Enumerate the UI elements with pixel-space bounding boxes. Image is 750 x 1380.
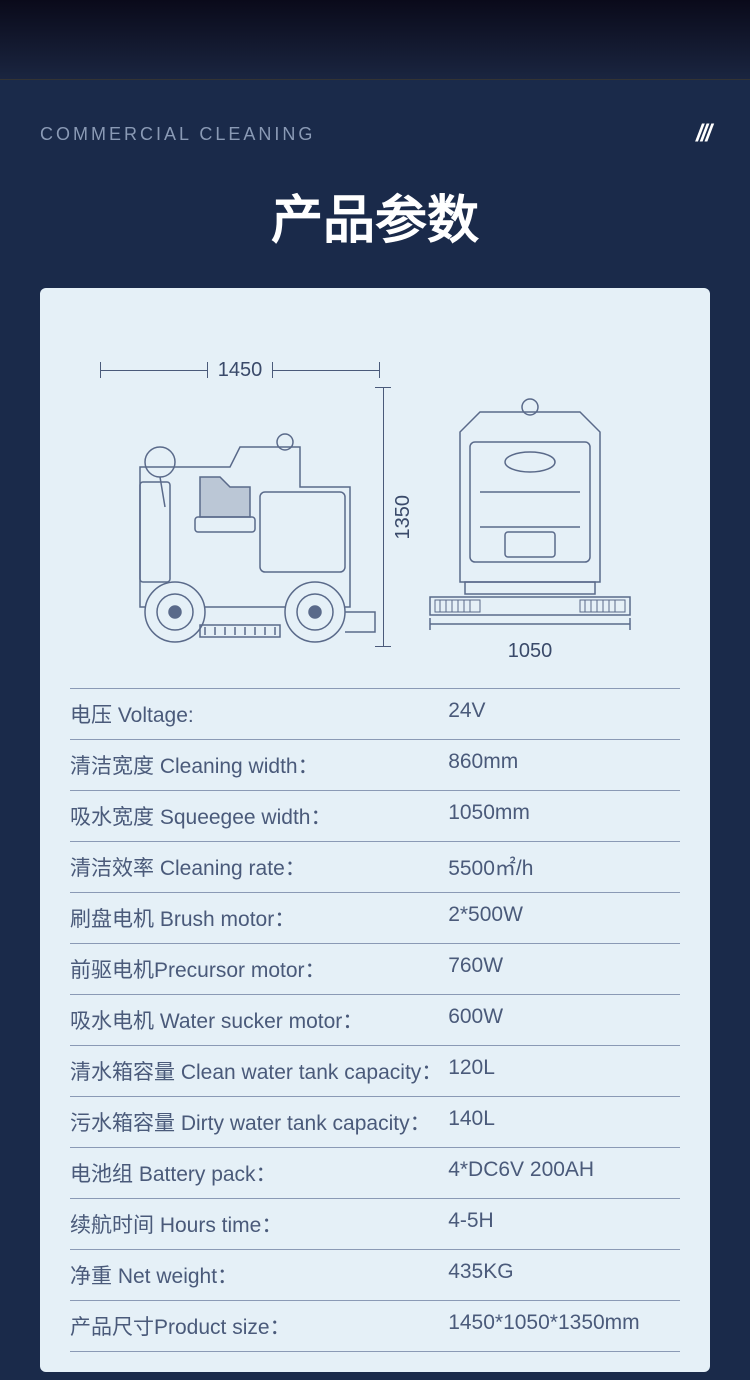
table-row: 清洁效率 Cleaning rate： 5500㎡/h xyxy=(70,841,680,892)
table-row: 净重 Net weight： 435KG xyxy=(70,1249,680,1300)
spec-value: 435KG xyxy=(448,1260,680,1290)
slashes-decoration: /// xyxy=(696,120,710,148)
table-row: 电池组 Battery pack： 4*DC6V 200AH xyxy=(70,1147,680,1198)
table-row: 污水箱容量 Dirty water tank capacity： 140L xyxy=(70,1096,680,1147)
table-row: 续航时间 Hours time： 4-5H xyxy=(70,1198,680,1249)
diagram-area: 1450 xyxy=(40,318,710,688)
spec-value: 120L xyxy=(448,1056,680,1086)
spec-label: 吸水电机 Water sucker motor： xyxy=(70,1005,448,1035)
spec-value: 140L xyxy=(448,1107,680,1137)
header-row: COMMERCIAL CLEANING /// xyxy=(0,80,750,168)
spec-value: 760W xyxy=(448,954,680,984)
table-row: 前驱电机Precursor motor： 760W xyxy=(70,943,680,994)
spec-label: 刷盘电机 Brush motor： xyxy=(70,903,448,933)
spec-label: 污水箱容量 Dirty water tank capacity： xyxy=(70,1107,448,1137)
table-row: 吸水电机 Water sucker motor： 600W xyxy=(70,994,680,1045)
spec-value: 4-5H xyxy=(448,1209,680,1239)
spec-value: 5500㎡/h xyxy=(448,852,680,882)
width-dim-label: 1450 xyxy=(208,359,273,382)
rear-view-drawing xyxy=(410,372,650,632)
spec-label: 清水箱容量 Clean water tank capacity： xyxy=(70,1056,448,1086)
page-title: 产品参数 xyxy=(0,178,750,253)
spec-table: 电压 Voltage: 24V 清洁宽度 Cleaning width： 860… xyxy=(40,688,710,1352)
spec-value: 1450*1050*1350mm xyxy=(448,1311,680,1341)
spec-label: 续航时间 Hours time： xyxy=(70,1209,448,1239)
spec-value: 4*DC6V 200AH xyxy=(448,1158,680,1188)
spec-value: 860mm xyxy=(448,750,680,780)
subtitle: COMMERCIAL CLEANING xyxy=(40,124,315,145)
spec-value: 2*500W xyxy=(448,903,680,933)
side-view-diagram: 1450 xyxy=(100,359,380,647)
spec-value: 1050mm xyxy=(448,801,680,831)
spec-label: 净重 Net weight： xyxy=(70,1260,448,1290)
table-row: 产品尺寸Product size： 1450*1050*1350mm xyxy=(70,1300,680,1352)
spec-label: 清洁宽度 Cleaning width： xyxy=(70,750,448,780)
spec-value: 24V xyxy=(448,699,680,729)
table-row: 清洁宽度 Cleaning width： 860mm xyxy=(70,739,680,790)
rear-view-diagram: 1050 xyxy=(410,344,650,663)
spec-label: 电压 Voltage: xyxy=(70,699,448,729)
width-dimension: 1450 xyxy=(100,359,380,382)
table-row: 吸水宽度 Squeegee width： 1050mm xyxy=(70,790,680,841)
spec-card: 1450 xyxy=(40,288,710,1372)
table-row: 刷盘电机 Brush motor： 2*500W xyxy=(70,892,680,943)
top-bar xyxy=(0,0,750,80)
side-view-drawing: 1350 xyxy=(100,387,380,647)
rear-width-dim-label: 1050 xyxy=(508,640,553,663)
spec-label: 产品尺寸Product size： xyxy=(70,1311,448,1341)
spec-label: 前驱电机Precursor motor： xyxy=(70,954,448,984)
table-row: 清水箱容量 Clean water tank capacity： 120L xyxy=(70,1045,680,1096)
table-row: 电压 Voltage: 24V xyxy=(70,688,680,739)
spec-label: 吸水宽度 Squeegee width： xyxy=(70,801,448,831)
spec-value: 600W xyxy=(448,1005,680,1035)
spec-label: 清洁效率 Cleaning rate： xyxy=(70,852,448,882)
spec-label: 电池组 Battery pack： xyxy=(70,1158,448,1188)
